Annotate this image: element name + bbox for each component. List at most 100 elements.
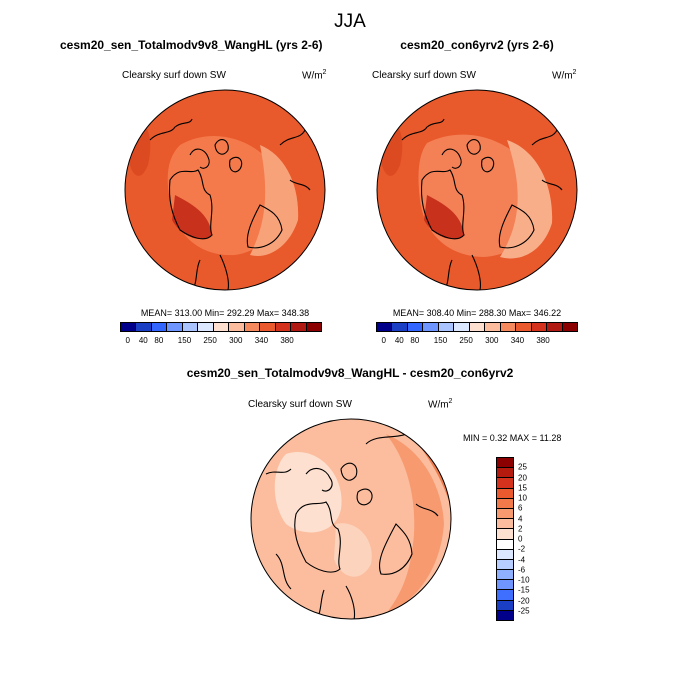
panel-1-colorbar-swatch [213, 323, 230, 331]
diff-colorbar-swatch [497, 610, 513, 620]
panel-1-colorbar-swatch [306, 323, 322, 331]
diff-colorbar-tick: -2 [518, 544, 526, 554]
diff-colorbar-swatch [497, 488, 513, 499]
panel-2-colorbar-swatch [562, 323, 578, 331]
panel-1-colorbar [120, 322, 322, 332]
diff-variable-label: Clearsky surf down SW [248, 399, 352, 410]
diff-colorbar-swatch [497, 580, 513, 591]
diff-colorbar-swatch [497, 478, 513, 489]
diff-colorbar-tick: 20 [518, 473, 527, 482]
diff-colorbar-swatch [497, 508, 513, 520]
panel-1-colorbar-tick: 0 [125, 336, 130, 345]
panel-2-variable-label: Clearsky surf down SW [372, 70, 476, 81]
diff-colorbar-swatch [497, 570, 513, 581]
diff-colorbar-swatch [497, 590, 513, 601]
diff-colorbar-swatch [497, 468, 513, 479]
panel-2-colorbar-swatch [423, 323, 439, 331]
panel-2-colorbar-swatch [438, 323, 455, 331]
diff-colorbar-tick: 2 [518, 524, 523, 534]
panel-2-colorbar-swatch [531, 323, 548, 331]
diff-colorbar-tick: -15 [518, 585, 530, 595]
panel-1-colorbar-swatch [198, 323, 214, 331]
diff-title: cesm20_sen_Totalmodv9v8_WangHL - cesm20_… [186, 366, 514, 380]
diff-colorbar-swatch [497, 529, 513, 540]
diff-colorbar-swatch [497, 539, 513, 550]
panel-1-units: W/m2 [302, 69, 327, 82]
panel-2-title: cesm20_con6yrv2 (yrs 2-6) [400, 38, 554, 52]
panel-2-colorbar-swatch [377, 323, 393, 331]
panel-2-colorbar-swatch [485, 323, 501, 331]
panel-2-greenland-region [424, 195, 464, 240]
panel-1-colorbar-tick: 380 [280, 336, 294, 345]
panel-2-colorbar-tick: 340 [510, 336, 525, 345]
panel-1-colorbar-swatch [151, 323, 168, 331]
panel-2-colorbar-tick: 380 [536, 336, 550, 345]
panel-2-map [376, 89, 578, 291]
panel-1-colorbar-swatch [260, 323, 276, 331]
diff-colorbar-swatch [497, 559, 513, 571]
panel-2-colorbar-swatch [392, 323, 408, 331]
diff-colorbar-swatch [497, 498, 513, 509]
diff-colorbar-swatch [497, 458, 513, 469]
panel-1-greenland-region [172, 195, 212, 240]
panel-2-colorbar-swatch [547, 323, 563, 331]
diff-coastlines [265, 433, 439, 619]
panel-1-variable-label: Clearsky surf down SW [122, 70, 226, 81]
diff-colorbar-tick: -25 [518, 606, 530, 616]
diff-colorbar-tick: 0 [518, 534, 523, 544]
panel-1-colorbar-swatch [136, 323, 152, 331]
diff-colorbar-tick: -20 [518, 596, 530, 605]
panel-2-colorbar-swatch [500, 323, 517, 331]
panel-1-colorbar-swatch [121, 323, 137, 331]
panel-2-colorbar-swatch [469, 323, 486, 331]
diff-colorbar-tick: -6 [518, 565, 526, 575]
panel-1-colorbar-swatch [291, 323, 307, 331]
diff-units: W/m2 [428, 398, 453, 411]
panel-1-colorbar-swatch [244, 323, 261, 331]
diff-colorbar-swatch [497, 549, 513, 560]
panel-2-units: W/m2 [552, 69, 577, 82]
panel-1-stats: MEAN= 313.00 Min= 292.29 Max= 348.38 [140, 308, 310, 318]
diff-colorbar-tick: 6 [518, 503, 523, 513]
diff-low-region [274, 452, 342, 533]
panel-2-colorbar-ticks: 0 40 80 150 250 300 340 380 [376, 336, 578, 348]
panel-2-colorbar-tick: 250 [459, 336, 473, 345]
figure-title: JJA [334, 11, 366, 32]
panel-1-light-region [250, 145, 299, 256]
diff-colorbar-tick: -10 [518, 575, 530, 585]
panel-2-colorbar-tick: 300 [485, 336, 499, 345]
panel-1-colorbar-swatch [167, 323, 183, 331]
diff-map [250, 418, 452, 620]
diff-colorbar [496, 457, 514, 621]
panel-2-colorbar [376, 322, 578, 332]
diff-colorbar-swatch [497, 600, 513, 611]
panel-1-colorbar-swatch [182, 323, 199, 331]
panel-2-colorbar-swatch [516, 323, 532, 331]
diff-colorbar-tick: 25 [518, 462, 527, 472]
diff-colorbar-tick: 10 [518, 493, 527, 503]
panel-2-colorbar-swatch [454, 323, 470, 331]
diff-colorbar-tick: -4 [518, 555, 526, 564]
diff-colorbar-ticks: 25 20 15 10 6 4 2 0 -2 -4 -6 -10 -15 -20 -25 [518, 457, 558, 621]
panel-1-colorbar-tick: 250 [203, 336, 217, 345]
panel-1-colorbar-tick: 300 [229, 336, 243, 345]
panel-1-colorbar-ticks: 0 40 80 150 250 300 340 380 [120, 336, 322, 348]
panel-1-colorbar-tick: 150 [177, 336, 192, 345]
panel-1-map [124, 89, 326, 291]
panel-1-colorbar-tick: 40 [138, 336, 148, 345]
diff-colorbar-tick: 4 [518, 514, 523, 523]
panel-1-title: cesm20_sen_Totalmodv9v8_WangHL (yrs 2-6) [60, 38, 323, 52]
panel-2-colorbar-tick: 0 [381, 336, 386, 345]
diff-minmax: MIN = 0.32 MAX = 11.28 [463, 433, 562, 443]
panel-2-colorbar-tick: 150 [433, 336, 448, 345]
panel-2-colorbar-tick: 80 [410, 336, 420, 345]
panel-1-colorbar-tick: 80 [154, 336, 164, 345]
panel-2-colorbar-swatch [407, 323, 424, 331]
panel-1-colorbar-swatch [275, 323, 292, 331]
diff-colorbar-swatch [497, 519, 513, 530]
panel-2-colorbar-tick: 40 [394, 336, 404, 345]
panel-1-colorbar-swatch [229, 323, 245, 331]
panel-2-stats: MEAN= 308.40 Min= 288.30 Max= 346.22 [392, 308, 562, 318]
panel-1-colorbar-tick: 340 [254, 336, 269, 345]
diff-colorbar-tick: 15 [518, 483, 527, 493]
